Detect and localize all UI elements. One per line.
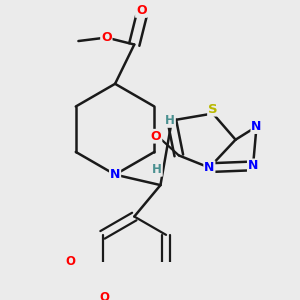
Text: O: O [100, 291, 110, 300]
Text: O: O [151, 130, 161, 143]
Text: H: H [152, 163, 162, 176]
Text: O: O [65, 255, 75, 268]
Text: H: H [165, 114, 175, 127]
Text: O: O [136, 4, 147, 17]
Text: S: S [208, 103, 218, 116]
Text: O: O [101, 31, 112, 44]
Text: N: N [110, 168, 120, 181]
Text: N: N [204, 161, 214, 174]
Text: N: N [248, 159, 258, 172]
Text: N: N [251, 120, 262, 133]
